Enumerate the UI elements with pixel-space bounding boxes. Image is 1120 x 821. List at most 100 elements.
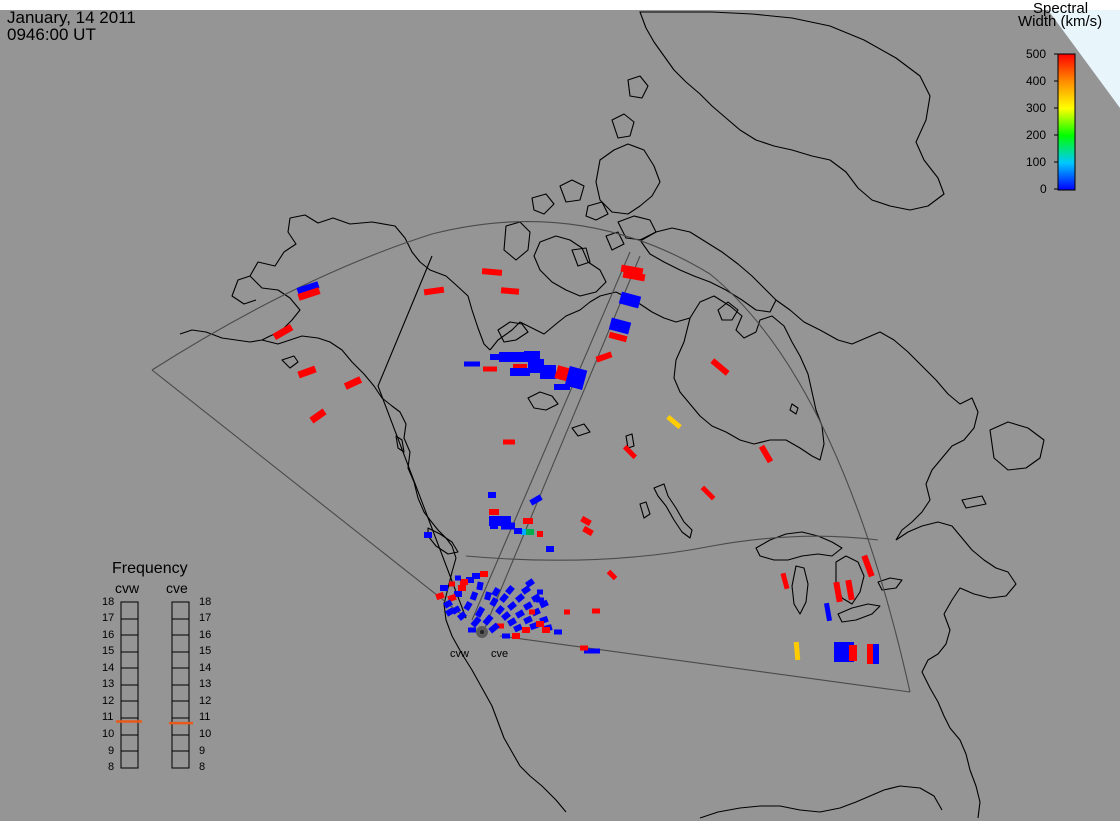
backscatter-cell (491, 587, 501, 597)
backscatter-cell (505, 585, 515, 595)
backscatter-cell (455, 575, 461, 581)
backscatter-cell (510, 352, 530, 362)
backscatter-cell (780, 572, 790, 590)
radar-fov (151, 221, 911, 693)
island-axel (611, 113, 635, 139)
lake-ontario (877, 577, 903, 591)
frequency-col-cve-label: cve (166, 580, 188, 596)
backscatter-cell (529, 609, 535, 615)
freq-left-18: 18 (102, 596, 115, 608)
backscatter-cell (522, 627, 530, 633)
backscatter-cell (501, 522, 515, 530)
backscatter-cell (423, 286, 445, 296)
freq-gridlines (121, 618, 189, 752)
backscatter-cell (608, 331, 628, 343)
great-bear-lake (497, 321, 529, 343)
island-anticosti (961, 495, 987, 509)
backscatter-cell (449, 581, 455, 587)
island-victoria (533, 235, 607, 297)
backscatter-cell (793, 641, 801, 661)
radar-west-label: cvw (450, 648, 469, 660)
backscatter-cell (489, 516, 511, 526)
island-devon (617, 215, 657, 241)
island-alaska-small (281, 355, 299, 369)
coastlines (179, 11, 1045, 819)
backscatter-cell (496, 623, 504, 629)
freq-right-11: 11 (199, 711, 211, 723)
backscatter-cell (580, 645, 588, 651)
backscatter-cell (845, 579, 855, 601)
backscatter-cell (564, 366, 588, 390)
backscatter-cell (608, 317, 632, 335)
colorbar-tick-0: 0 (1040, 182, 1047, 196)
alaska-coastline (179, 214, 567, 813)
backscatter-cell (489, 509, 499, 515)
colorbar-tick-400: 400 (1026, 74, 1047, 88)
island-parry-2 (531, 193, 555, 215)
corner-region (1048, 10, 1120, 108)
island-northern-tip (627, 75, 649, 99)
freq-left-11: 11 (102, 711, 114, 723)
backscatter-cell (525, 578, 535, 588)
backscatter-cell (443, 599, 453, 609)
backscatter-cell (297, 365, 317, 379)
freq-left-14: 14 (102, 662, 115, 674)
colorbar-title-line2: Width (km/s) (1018, 13, 1103, 30)
backscatter-cell (495, 605, 505, 615)
lake-erie (837, 603, 881, 623)
lake-superior (755, 531, 843, 561)
backscatter-cell (584, 648, 600, 654)
labrador-coastline (775, 299, 979, 541)
frequency-columns (120, 601, 190, 769)
backscatter-cell (758, 444, 774, 464)
backscatter-cell (454, 591, 462, 597)
backscatter-cell (501, 611, 511, 621)
backscatter-cell (666, 414, 682, 430)
backscatter-cell (526, 529, 534, 535)
radar-east-label: cve (491, 648, 509, 660)
great-slave-lake (527, 391, 559, 411)
backscatter-cell (469, 591, 479, 601)
island-belcher (789, 403, 799, 415)
freq-right-18: 18 (199, 596, 212, 608)
date-label: January, 14 2011 (7, 8, 136, 27)
fov-outer-arc (151, 221, 911, 693)
freq-left-16: 16 (102, 629, 115, 641)
backscatter-cell (272, 323, 294, 341)
backscatter-cell (490, 523, 498, 529)
time-label: 0946:00 UT (7, 25, 96, 44)
fov-west-edge (151, 369, 467, 619)
backscatter-cell (618, 291, 642, 309)
backscatter-cell (595, 351, 613, 363)
top-strip (0, 0, 1120, 10)
beam-cvw-west (377, 255, 467, 619)
freq-left-15: 15 (102, 645, 115, 657)
backscatter-cell (564, 609, 570, 615)
freq-left-9: 9 (108, 745, 115, 757)
backscatter-cell (515, 609, 525, 619)
backscatter-cell (529, 494, 543, 506)
backscatter-cell (539, 599, 549, 609)
backscatter-cell (309, 408, 327, 424)
fov-inner-arc (465, 535, 879, 561)
lake-michigan (791, 565, 809, 615)
backscatter-cell (460, 579, 468, 585)
freq-left-13: 13 (102, 678, 115, 690)
backscatter-cell (849, 645, 857, 661)
frequency-title: Frequency (112, 560, 188, 577)
backscatter-cell (521, 529, 529, 535)
backscatter-cell (606, 569, 618, 581)
backscatter-cell (481, 268, 503, 276)
radar-site-center (480, 630, 484, 634)
freq-right-10: 10 (199, 728, 212, 740)
backscatter-cell (554, 384, 570, 390)
backscatter-cell (499, 593, 509, 603)
backscatter-cell (480, 571, 488, 577)
backscatter-cell (490, 354, 506, 360)
backscatter-cell (296, 281, 320, 295)
backscatter-cell (622, 270, 646, 282)
freq-right-16: 16 (199, 629, 212, 641)
hudson-bay-coastline (673, 295, 825, 461)
backscatter-cell (510, 368, 530, 376)
